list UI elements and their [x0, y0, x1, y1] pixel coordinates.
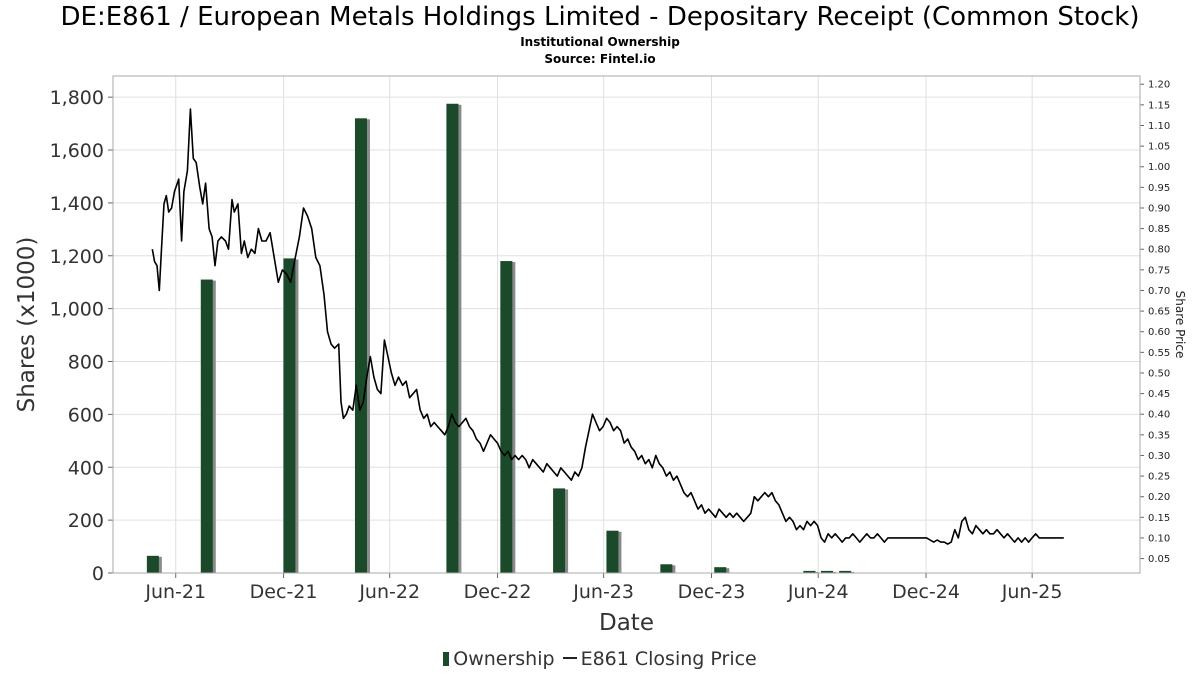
y-tick-label: 1,600 [50, 140, 104, 162]
legend-ownership-swatch [443, 652, 450, 666]
y2-tick-label: 0.10 [1148, 533, 1170, 544]
y2-tick-label: 0.85 [1148, 224, 1170, 235]
y-tick-label: 1,000 [50, 299, 104, 321]
ownership-bar [714, 567, 727, 573]
x-tick-label: Jun-24 [787, 581, 849, 603]
ownership-bar [146, 555, 159, 573]
ownership-bar [500, 261, 513, 573]
ownership-bar [200, 279, 213, 573]
y2-tick-label: 0.15 [1148, 513, 1170, 524]
legend-price-label: E861 Closing Price [580, 648, 757, 670]
ownership-bar [606, 530, 619, 573]
y2-tick-label: 0.20 [1148, 492, 1170, 503]
y-tick-label: 0 [92, 563, 104, 585]
y2-tick-label: 0.70 [1148, 286, 1170, 297]
chart-title: DE:E861 / European Metals Holdings Limit… [60, 2, 1140, 32]
x-tick-label: Jun-21 [144, 581, 206, 603]
y-tick-label: 400 [68, 457, 104, 479]
x-tick-label: Dec-24 [892, 581, 960, 603]
x-tick-label: Dec-22 [464, 581, 532, 603]
ownership-bar [839, 570, 852, 573]
x-tick-label: Jun-22 [358, 581, 420, 603]
y2-tick-label: 0.40 [1148, 410, 1170, 421]
x-tick-label: Dec-21 [250, 581, 318, 603]
y-tick-label: 1,200 [50, 246, 104, 268]
y2-tick-label: 1.15 [1148, 100, 1170, 111]
y2-tick-label: 0.95 [1148, 183, 1170, 194]
y2-tick-label: 1.20 [1148, 80, 1170, 91]
ownership-bar [660, 564, 673, 573]
chart-source: Source: Fintel.io [544, 52, 656, 66]
ownership-bar [446, 103, 459, 573]
y2-tick-label: 0.45 [1148, 389, 1170, 400]
x-tick-label: Jun-23 [572, 581, 634, 603]
ownership-bar [553, 488, 566, 573]
y2-tick-label: 1.05 [1148, 142, 1170, 153]
y2-tick-label: 0.30 [1148, 451, 1170, 462]
y2-tick-label: 0.80 [1148, 245, 1170, 256]
y2-tick-label: 0.75 [1148, 265, 1170, 276]
y2-axis-label: Share Price [1173, 291, 1187, 359]
legend-ownership-label: Ownership [453, 648, 555, 670]
y-tick-label: 800 [68, 352, 104, 374]
y-tick-label: 200 [68, 510, 104, 532]
plot-area [113, 76, 1140, 573]
y2-tick-label: 0.90 [1148, 203, 1170, 214]
x-tick-label: Jun-25 [1001, 581, 1063, 603]
y2-tick-label: 0.25 [1148, 472, 1170, 483]
y2-tick-label: 0.05 [1148, 554, 1170, 565]
y-axis-label: Shares (x1000) [14, 237, 40, 413]
y2-tick-label: 0.35 [1148, 430, 1170, 441]
ownership-bar [803, 570, 816, 573]
price-line [151, 108, 1064, 545]
plot-frame [112, 75, 1141, 574]
y2-tick-label: 1.10 [1148, 121, 1170, 132]
y-tick-label: 1,400 [50, 193, 104, 215]
y-tick-label: 600 [68, 404, 104, 426]
y2-tick-label: 0.60 [1148, 327, 1170, 338]
chart-legend: Ownership E861 Closing Price [0, 648, 1200, 670]
x-axis-label: Date [599, 610, 654, 636]
chart-subtitle: Institutional Ownership [520, 35, 680, 49]
legend-price-swatch [562, 657, 577, 659]
y2-tick-label: 1.00 [1148, 162, 1170, 173]
y2-tick-label: 0.50 [1148, 368, 1170, 379]
x-tick-label: Dec-23 [678, 581, 746, 603]
y2-tick-label: 0.65 [1148, 307, 1170, 318]
ownership-bar [283, 258, 296, 573]
ownership-bar [820, 570, 833, 573]
y-tick-label: 1,800 [50, 87, 104, 109]
y2-tick-label: 0.55 [1148, 348, 1170, 359]
ownership-bar [354, 118, 367, 573]
